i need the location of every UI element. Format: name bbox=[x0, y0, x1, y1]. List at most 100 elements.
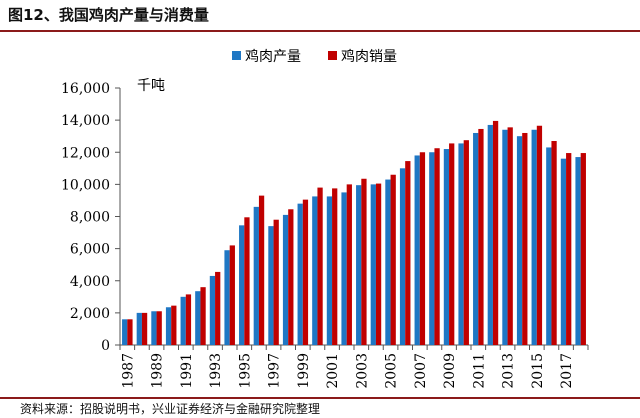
consumption-bar-1999 bbox=[302, 199, 309, 345]
production-bar-2008 bbox=[429, 152, 435, 345]
legend-label-1: 鸡肉销量 bbox=[341, 48, 397, 65]
production-bar-2012 bbox=[487, 124, 493, 345]
x-tick-label: 1999 bbox=[296, 353, 312, 389]
production-bar-1992 bbox=[195, 291, 201, 345]
source-note: 资料来源：招股说明书，兴业证券经济与金融研究院整理 bbox=[20, 402, 321, 416]
y-tick-label: 14,000 bbox=[61, 113, 110, 129]
production-bar-1997 bbox=[268, 226, 274, 345]
production-bar-1996 bbox=[253, 206, 259, 345]
consumption-bar-1991 bbox=[185, 294, 192, 345]
consumption-bar-2014 bbox=[522, 132, 528, 345]
production-bar-2000 bbox=[312, 196, 318, 345]
legend-swatch-0 bbox=[232, 51, 241, 60]
consumption-bar-1998 bbox=[288, 209, 294, 345]
x-tick-labels: 1987 1989 1991 1993 1995 1997 1999 2001 2003 2005… bbox=[120, 353, 575, 389]
x-tick-label: 2009 bbox=[442, 353, 458, 389]
x-tick-label: 1995 bbox=[237, 353, 253, 389]
consumption-bar-2000 bbox=[317, 187, 323, 345]
y-tick-labels: 0 2,000 4,000 6,000 8,000 10,000 12,000 14,000 1… bbox=[61, 81, 110, 354]
legend-swatch-1 bbox=[328, 51, 337, 60]
x-tick-label: 1987 bbox=[120, 353, 136, 389]
production-bar-1999 bbox=[297, 203, 303, 345]
production-bar-1998 bbox=[282, 214, 289, 345]
y-tick-label: 8,000 bbox=[70, 210, 110, 226]
consumption-bar-2018 bbox=[580, 153, 586, 345]
production-bar-1993 bbox=[209, 275, 216, 345]
x-tick-label: 2001 bbox=[325, 353, 341, 389]
production-bar-2016 bbox=[546, 147, 552, 345]
production-bar-1990 bbox=[165, 307, 172, 345]
x-tick-label: 2011 bbox=[471, 353, 487, 389]
production-bar-2017 bbox=[560, 158, 567, 345]
title-divider bbox=[0, 30, 640, 32]
production-bar-1994 bbox=[224, 250, 230, 345]
consumption-bar-1994 bbox=[229, 245, 235, 345]
production-bar-2010 bbox=[458, 143, 464, 345]
y-tick-label: 16,000 bbox=[61, 81, 110, 97]
consumption-bar-2012 bbox=[492, 120, 499, 345]
production-bar-1989 bbox=[151, 311, 157, 345]
consumption-bar-1989 bbox=[156, 311, 162, 345]
production-bar-2011 bbox=[473, 132, 479, 345]
y-unit-label: 千吨 bbox=[137, 78, 165, 94]
y-tick-label: 0 bbox=[101, 338, 110, 354]
consumption-bar-2006 bbox=[405, 161, 411, 345]
production-bar-2014 bbox=[516, 136, 523, 345]
production-bar-1995 bbox=[239, 225, 245, 345]
consumption-bar-2001 bbox=[332, 188, 338, 345]
production-bar-2004 bbox=[370, 184, 376, 345]
y-tick-label: 4,000 bbox=[70, 274, 110, 290]
consumption-bar-1997 bbox=[273, 219, 279, 345]
x-tick-label: 1989 bbox=[150, 353, 166, 389]
x-tick-label: 2007 bbox=[413, 353, 429, 389]
consumption-bar-1987 bbox=[127, 319, 133, 345]
production-bar-2003 bbox=[356, 185, 362, 345]
production-bar-2007 bbox=[414, 155, 420, 345]
y-tick-label: 12,000 bbox=[61, 145, 110, 161]
consumption-bar-1993 bbox=[215, 271, 221, 345]
consumption-bar-1996 bbox=[258, 195, 265, 345]
x-tick-label: 1993 bbox=[208, 353, 224, 389]
consumption-bar-2016 bbox=[551, 141, 557, 345]
production-bar-2006 bbox=[399, 168, 406, 345]
production-bar-2001 bbox=[326, 196, 333, 345]
production-bar-2018 bbox=[575, 157, 581, 345]
consumption-bar-1990 bbox=[171, 305, 177, 345]
production-bar-1991 bbox=[180, 296, 186, 345]
consumption-bar-2007 bbox=[419, 152, 426, 345]
legend-label-0: 鸡肉产量 bbox=[245, 48, 301, 65]
figure-title: 图12、我国鸡肉产量与消费量 bbox=[8, 6, 209, 24]
y-tick-label: 6,000 bbox=[70, 242, 110, 258]
consumption-bar-2010 bbox=[463, 140, 469, 345]
consumption-bar-2002 bbox=[346, 184, 352, 345]
consumption-bar-2008 bbox=[434, 148, 440, 345]
y-tick-label: 10,000 bbox=[61, 177, 110, 193]
x-tick-label: 2005 bbox=[384, 353, 400, 389]
x-tick-label: 2003 bbox=[354, 353, 370, 389]
x-tick-label: 2017 bbox=[559, 353, 575, 389]
consumption-bar-1988 bbox=[141, 312, 148, 345]
consumption-bar-2004 bbox=[375, 183, 382, 345]
production-bar-2009 bbox=[443, 149, 450, 345]
chart-bars bbox=[122, 120, 586, 346]
consumption-bar-1995 bbox=[244, 217, 250, 345]
consumption-bar-2013 bbox=[507, 127, 513, 346]
consumption-bar-2009 bbox=[449, 143, 455, 345]
consumption-bar-2011 bbox=[478, 128, 484, 345]
production-bar-1987 bbox=[122, 319, 128, 345]
x-tick-label: 1997 bbox=[267, 353, 283, 389]
consumption-bar-2017 bbox=[566, 153, 572, 345]
consumption-bar-2005 bbox=[390, 174, 396, 345]
production-bar-2015 bbox=[531, 129, 537, 345]
production-bar-1988 bbox=[136, 312, 142, 345]
consumption-bar-2015 bbox=[536, 125, 543, 345]
production-bar-2002 bbox=[341, 192, 347, 345]
y-tick-label: 2,000 bbox=[70, 306, 110, 322]
source-divider bbox=[0, 397, 640, 399]
consumption-bar-1992 bbox=[200, 287, 206, 345]
chart-legend: 鸡肉产量 鸡肉销量 bbox=[232, 48, 397, 65]
production-bar-2013 bbox=[502, 129, 508, 345]
consumption-bar-2003 bbox=[361, 178, 367, 345]
production-bar-2005 bbox=[385, 179, 391, 345]
